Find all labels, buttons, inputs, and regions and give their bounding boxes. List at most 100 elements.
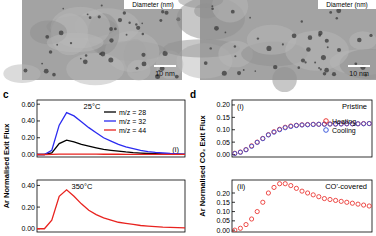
data-point — [345, 200, 349, 204]
data-point — [300, 123, 304, 127]
y-tick-label: 0.10 — [216, 126, 230, 133]
y-axis-label: Ar Normalised CO₂ Exit Flux — [198, 115, 207, 217]
y-tick-label: 0.15 — [216, 199, 230, 206]
nanoparticle — [70, 42, 72, 44]
data-group — [233, 121, 372, 155]
y-tick — [232, 202, 235, 203]
data-point — [306, 123, 310, 127]
data-point — [317, 122, 321, 126]
data-point — [250, 144, 254, 148]
y-tick-label: 0.20 — [21, 204, 35, 211]
image-texture — [47, 33, 104, 52]
y-tick-label: 0.40 — [21, 117, 35, 124]
y-tick-label: 0.20 — [216, 101, 230, 108]
nanoparticle — [336, 17, 338, 19]
series-line — [37, 153, 185, 155]
nanoparticle — [222, 71, 227, 76]
image-texture — [349, 31, 376, 50]
y-tick-label: 0.00 — [21, 225, 35, 232]
data-point — [317, 195, 321, 199]
legend-swatch — [324, 119, 329, 124]
data-group — [37, 113, 185, 155]
data-point — [289, 183, 293, 187]
legend-label: m/z = 44 — [119, 127, 146, 134]
nanoparticle — [59, 31, 64, 36]
image-texture — [285, 30, 349, 70]
image-texture — [178, 0, 223, 8]
y-tick-label: 0.05 — [216, 139, 230, 146]
data-point — [294, 123, 298, 127]
data-point — [367, 121, 371, 125]
data-point — [266, 133, 270, 137]
nanoparticle — [337, 48, 341, 52]
nanoparticle — [292, 33, 297, 38]
nanoparticle — [141, 53, 145, 57]
data-point — [266, 133, 270, 137]
data-point — [272, 130, 276, 134]
panel-label: c — [3, 89, 9, 100]
y-tick — [37, 137, 40, 138]
chart: 0.000.050.100.150.20CO'-covered(ii) — [216, 180, 372, 234]
y-tick-label: 0.40 — [21, 182, 35, 189]
nanoparticle — [41, 63, 43, 65]
data-point — [294, 186, 298, 190]
nanoparticle — [306, 47, 311, 52]
data-group — [233, 182, 372, 232]
data-group — [37, 190, 185, 229]
annotation: (ii) — [237, 182, 246, 191]
nanoparticle — [320, 68, 322, 70]
nanoparticle — [123, 11, 126, 14]
inset-box — [124, 0, 182, 9]
y-tick — [37, 185, 40, 186]
y-tick — [37, 120, 40, 121]
y-tick-label: 0.10 — [216, 208, 230, 215]
data-point — [283, 126, 287, 130]
scale-bar-label: 10 nm — [349, 70, 369, 77]
y-tick — [232, 220, 235, 221]
legend-swatch — [104, 120, 116, 121]
nanoparticle — [114, 28, 117, 31]
data-point — [334, 198, 338, 202]
nanoparticle — [211, 7, 214, 10]
nanoparticle — [282, 43, 284, 45]
y-tick — [37, 207, 40, 208]
data-point — [278, 127, 282, 131]
data-point — [300, 123, 304, 127]
y-axis-label: Ar Normalised Exit Flux — [2, 123, 11, 208]
plot-frame — [37, 100, 185, 157]
nanoparticle — [369, 34, 372, 37]
nanoparticle — [301, 20, 303, 22]
data-point — [233, 151, 237, 155]
nanoparticle — [211, 5, 213, 7]
nanoparticle — [126, 34, 128, 36]
data-point — [362, 121, 366, 125]
data-point — [356, 122, 360, 126]
y-tick-label: 0.00 — [216, 227, 230, 234]
data-point — [250, 217, 254, 221]
nanoparticle — [89, 16, 92, 19]
figure: Diameter (nm)10 nmDiameter (nm)10 nmcd0.… — [0, 0, 376, 236]
nanoparticle — [318, 31, 322, 35]
legend: m/z = 28m/z = 32m/z = 44 — [104, 109, 146, 134]
panel-title: CO'-covered — [325, 182, 367, 191]
nanoparticle — [225, 32, 227, 34]
data-point — [289, 124, 293, 128]
nanoparticle — [257, 37, 259, 39]
y-tick — [232, 117, 235, 118]
panel-label: d — [190, 89, 196, 100]
nanoparticle — [243, 69, 245, 71]
nanoparticle — [354, 62, 357, 65]
nanoparticle — [357, 38, 362, 43]
nanoparticle — [98, 15, 101, 18]
chart: 0.000.200.400.60Ar Normalised Exit Flux2… — [2, 100, 185, 208]
data-point — [244, 148, 248, 152]
nanoparticle — [108, 58, 113, 63]
data-point — [306, 191, 310, 195]
nanoparticle — [175, 75, 179, 79]
data-point — [294, 123, 298, 127]
data-point — [367, 204, 371, 208]
chart: 0.000.050.100.150.20Ar Normalised CO₂ Ex… — [198, 100, 372, 217]
y-tick — [232, 211, 235, 212]
data-point — [238, 226, 242, 230]
data-point — [261, 200, 265, 204]
